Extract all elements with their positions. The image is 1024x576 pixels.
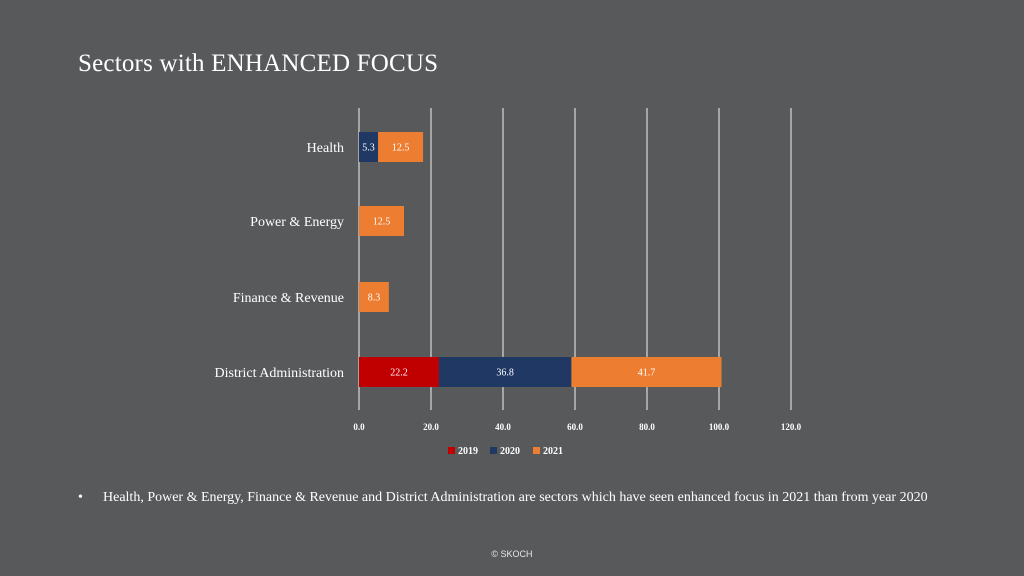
x-tick-label: 120.0 xyxy=(781,422,802,432)
bar-2021 xyxy=(571,357,722,387)
category-label: Power & Energy xyxy=(250,215,344,230)
bar-2019 xyxy=(359,357,439,387)
x-tick-label: 40.0 xyxy=(495,422,511,432)
bar-2021 xyxy=(359,206,404,236)
bullet-icon: • xyxy=(78,490,83,505)
data-label: 8.3 xyxy=(368,293,381,304)
legend-swatch-2021 xyxy=(533,447,540,454)
x-tick-label: 20.0 xyxy=(423,422,439,432)
x-tick-label: 80.0 xyxy=(639,422,655,432)
legend-label: 2019 xyxy=(458,446,478,457)
slide-title: Sectors with ENHANCED FOCUS xyxy=(78,50,439,77)
legend-label: 2021 xyxy=(543,446,563,457)
x-tick-label: 0.0 xyxy=(353,422,365,432)
data-label: 36.8 xyxy=(496,368,514,379)
category-label: District Administration xyxy=(215,366,345,381)
category-label: Health xyxy=(307,141,344,156)
bar-2020 xyxy=(438,357,572,387)
data-label: 5.3 xyxy=(362,143,375,154)
category-label: Finance & Revenue xyxy=(233,291,344,306)
x-tick-label: 60.0 xyxy=(567,422,583,432)
data-label: 12.5 xyxy=(392,143,410,154)
legend-label: 2020 xyxy=(500,446,520,457)
bar-2021 xyxy=(359,282,389,312)
x-tick-label: 100.0 xyxy=(709,422,730,432)
data-label: 12.5 xyxy=(373,217,391,228)
legend-swatch-2020 xyxy=(490,447,497,454)
data-label: 22.2 xyxy=(390,368,408,379)
bar-2020 xyxy=(359,132,379,162)
data-label: 41.7 xyxy=(638,368,656,379)
bullet-text: Health, Power & Energy, Finance & Revenu… xyxy=(103,490,928,505)
legend-swatch-2019 xyxy=(448,447,455,454)
footer-copyright: © SKOCH xyxy=(491,549,533,559)
bar-2021 xyxy=(378,132,424,162)
